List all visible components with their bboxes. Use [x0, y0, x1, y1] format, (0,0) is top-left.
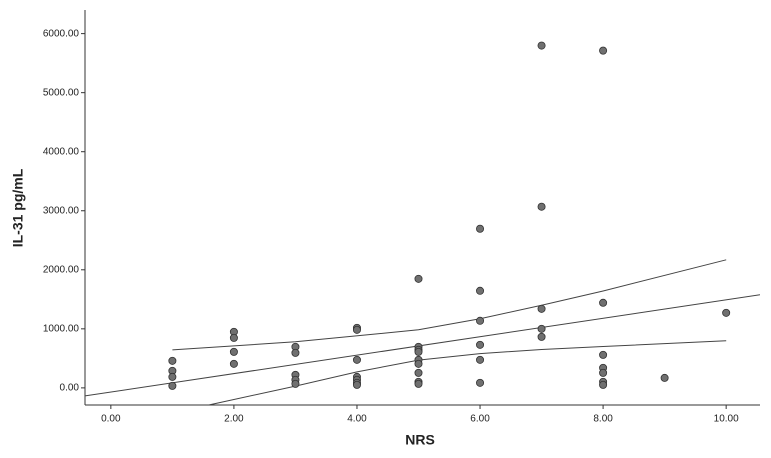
y-tick-label: 5000.00 — [43, 87, 80, 98]
point — [476, 224, 485, 233]
point — [476, 286, 485, 295]
point — [229, 347, 238, 356]
point — [229, 359, 238, 368]
point — [291, 379, 300, 388]
point — [599, 298, 608, 307]
point — [352, 355, 361, 364]
x-tick-label: 0.00 — [101, 414, 121, 425]
point — [476, 340, 485, 349]
y-axis-title: IL-31 pg/mL — [10, 168, 26, 247]
point — [229, 333, 238, 342]
y-tick-label: 0.00 — [60, 383, 80, 394]
point — [599, 46, 608, 55]
x-tick-label: 8.00 — [593, 414, 613, 425]
point — [599, 380, 608, 389]
x-tick-label: 6.00 — [470, 414, 490, 425]
point — [414, 359, 423, 368]
point — [537, 332, 546, 341]
point — [168, 372, 177, 381]
point — [414, 274, 423, 283]
fit-line — [172, 259, 727, 351]
y-tick-label: 2000.00 — [43, 264, 80, 275]
point — [352, 325, 361, 334]
x-tick-label: 2.00 — [224, 414, 244, 425]
x-tick-label: 10.00 — [714, 414, 739, 425]
x-axis-title: NRS — [405, 432, 435, 448]
point — [599, 350, 608, 359]
fit-line — [85, 294, 760, 397]
point — [414, 368, 423, 377]
point — [537, 41, 546, 50]
point — [537, 304, 546, 313]
y-tick-label: 4000.00 — [43, 146, 80, 157]
y-tick-label: 6000.00 — [43, 28, 80, 39]
point — [168, 356, 177, 365]
point — [476, 355, 485, 364]
point — [414, 347, 423, 356]
point — [352, 380, 361, 389]
y-tick-label: 1000.00 — [43, 323, 80, 334]
point — [414, 379, 423, 388]
point — [599, 368, 608, 377]
point — [537, 324, 546, 333]
point — [476, 378, 485, 387]
y-tick-label: 3000.00 — [43, 205, 80, 216]
x-tick-label: 4.00 — [347, 414, 367, 425]
point — [537, 202, 546, 211]
point — [660, 373, 669, 382]
point — [476, 316, 485, 325]
fit-line — [209, 340, 727, 405]
point — [168, 381, 177, 390]
point — [291, 348, 300, 357]
point — [722, 308, 731, 317]
